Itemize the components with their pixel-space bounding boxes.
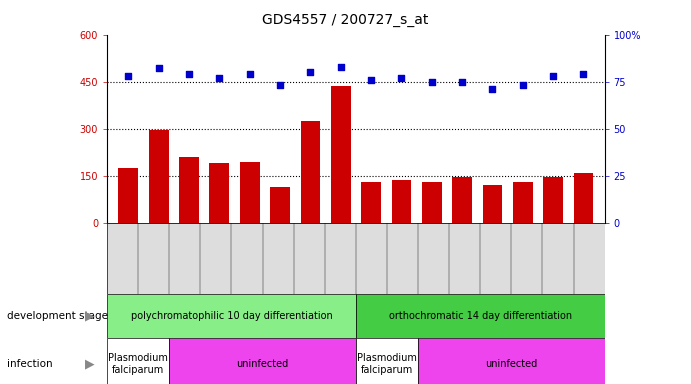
Point (184, 71, 195, 77)
Text: polychromatophilic 10 day differentiation: polychromatophilic 10 day differentiatio… (131, 311, 332, 321)
Bar (331, 86, 350, 223)
Point (335, 63, 346, 70)
Text: Plasmodium
falciparum: Plasmodium falciparum (357, 353, 417, 375)
Bar (418, 338, 605, 384)
Bar (356, 338, 418, 384)
Bar (118, 168, 138, 223)
Point (366, 77, 377, 83)
Point (153, 65, 164, 71)
Point (396, 75, 407, 81)
Point (274, 82, 285, 88)
Text: development stage: development stage (7, 311, 108, 321)
Point (578, 71, 589, 77)
Bar (392, 180, 411, 223)
Text: ▶: ▶ (85, 358, 95, 370)
Point (305, 69, 316, 75)
Text: infection: infection (7, 359, 53, 369)
Bar (179, 157, 199, 223)
Bar (574, 173, 594, 223)
Text: uninfected: uninfected (485, 359, 538, 369)
Point (244, 71, 255, 77)
Bar (422, 182, 442, 223)
Bar (513, 182, 533, 223)
Bar (107, 294, 356, 338)
Bar (209, 163, 229, 223)
Bar (301, 121, 320, 223)
Bar (452, 177, 472, 223)
Text: uninfected: uninfected (236, 359, 289, 369)
Point (517, 82, 528, 88)
Text: GDS4557 / 200727_s_at: GDS4557 / 200727_s_at (263, 13, 428, 27)
Point (457, 79, 468, 85)
Text: ▶: ▶ (85, 310, 95, 322)
Bar (356, 294, 605, 338)
Bar (149, 130, 169, 223)
Text: Plasmodium
falciparum: Plasmodium falciparum (108, 353, 168, 375)
Bar (482, 185, 502, 223)
Text: orthochromatic 14 day differentiation: orthochromatic 14 day differentiation (388, 311, 572, 321)
Bar (169, 338, 356, 384)
Point (426, 79, 437, 85)
Bar (107, 338, 169, 384)
Point (547, 73, 558, 79)
Bar (361, 182, 381, 223)
Bar (240, 162, 260, 223)
Point (214, 75, 225, 81)
Point (487, 86, 498, 92)
Bar (270, 187, 290, 223)
Bar (543, 177, 563, 223)
Point (123, 73, 134, 79)
